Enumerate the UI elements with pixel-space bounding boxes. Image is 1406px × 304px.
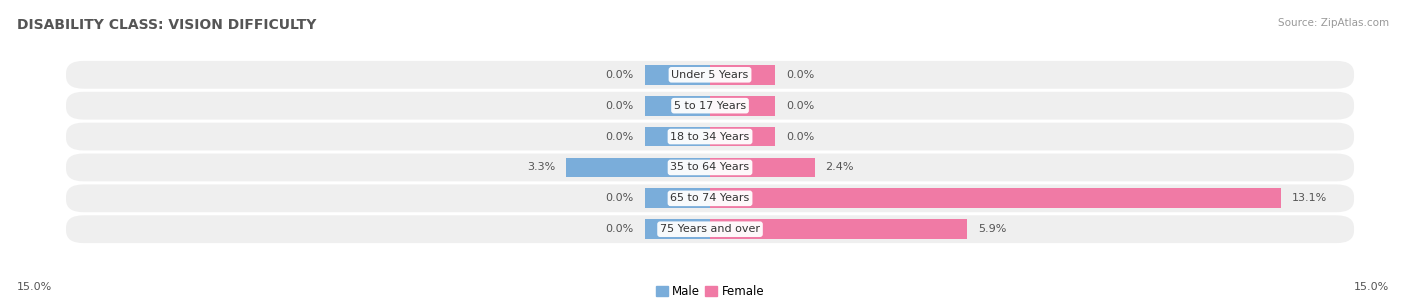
Text: 13.1%: 13.1% [1292, 193, 1327, 203]
Bar [644, 219, 710, 239]
FancyBboxPatch shape [66, 61, 1354, 89]
Text: 0.0%: 0.0% [606, 70, 634, 80]
FancyBboxPatch shape [66, 92, 1354, 119]
Text: 5.9%: 5.9% [979, 224, 1007, 234]
Bar [644, 96, 710, 116]
Bar [710, 188, 1281, 208]
Text: 18 to 34 Years: 18 to 34 Years [671, 132, 749, 142]
Text: 0.0%: 0.0% [606, 193, 634, 203]
Text: 0.0%: 0.0% [786, 70, 814, 80]
Bar [644, 65, 710, 85]
Text: 0.0%: 0.0% [786, 101, 814, 111]
Text: 0.0%: 0.0% [606, 224, 634, 234]
Text: 2.4%: 2.4% [825, 162, 853, 172]
Text: 15.0%: 15.0% [1354, 282, 1389, 292]
FancyBboxPatch shape [66, 215, 1354, 243]
Text: 35 to 64 Years: 35 to 64 Years [671, 162, 749, 172]
FancyBboxPatch shape [66, 185, 1354, 212]
FancyBboxPatch shape [66, 123, 1354, 150]
Bar [710, 96, 776, 116]
Bar [567, 157, 710, 177]
Text: 0.0%: 0.0% [606, 132, 634, 142]
Bar [710, 127, 776, 147]
Text: 65 to 74 Years: 65 to 74 Years [671, 193, 749, 203]
Text: 0.0%: 0.0% [786, 132, 814, 142]
Text: 15.0%: 15.0% [17, 282, 52, 292]
Text: 3.3%: 3.3% [527, 162, 555, 172]
FancyBboxPatch shape [66, 154, 1354, 181]
Text: 75 Years and over: 75 Years and over [659, 224, 761, 234]
Legend: Male, Female: Male, Female [655, 285, 765, 298]
Bar [644, 127, 710, 147]
Text: Source: ZipAtlas.com: Source: ZipAtlas.com [1278, 18, 1389, 28]
Text: 5 to 17 Years: 5 to 17 Years [673, 101, 747, 111]
Text: DISABILITY CLASS: VISION DIFFICULTY: DISABILITY CLASS: VISION DIFFICULTY [17, 18, 316, 32]
Bar [644, 188, 710, 208]
Text: Under 5 Years: Under 5 Years [672, 70, 748, 80]
Bar [710, 65, 776, 85]
Bar [710, 219, 967, 239]
Bar [710, 157, 814, 177]
Text: 0.0%: 0.0% [606, 101, 634, 111]
